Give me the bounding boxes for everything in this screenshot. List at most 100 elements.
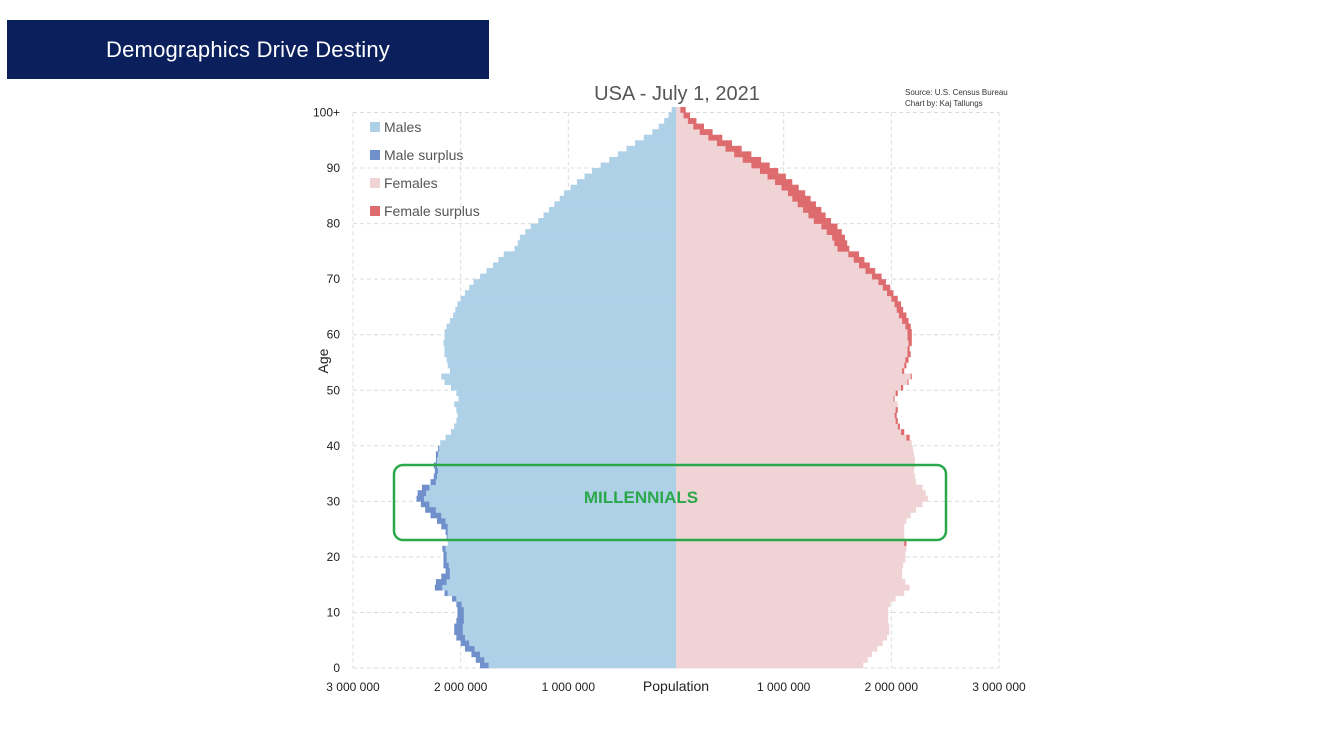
legend-swatch-females	[370, 178, 380, 188]
bar-female-49	[676, 390, 896, 397]
bar-female-34	[676, 473, 916, 480]
bar-male-surplus-33	[430, 479, 436, 485]
bar-female-surplus-67	[887, 290, 894, 297]
bar-female-24	[676, 529, 905, 535]
bar-female-surplus-44	[895, 418, 898, 424]
bar-female-3	[676, 645, 878, 652]
bar-male-9	[463, 612, 676, 619]
slide-title-banner: Demographics Drive Destiny	[7, 20, 489, 79]
bar-male-40	[440, 440, 676, 447]
bar-male-0	[488, 662, 676, 669]
axes: 3 000 000 2 000 000 1 000 000 1 000 000 2 00…	[313, 106, 1026, 695]
bar-male-18	[448, 562, 676, 569]
bar-male-27	[441, 512, 676, 519]
bar-female-surplus-53	[902, 368, 905, 374]
bar-female-surplus-71	[865, 268, 876, 274]
bar-male-22	[447, 540, 676, 547]
bar-female-42	[676, 429, 902, 435]
bar-female-83	[676, 201, 798, 208]
bar-male-55	[446, 356, 676, 363]
bar-female-surplus-63	[898, 312, 907, 319]
bar-female-surplus-54	[904, 362, 907, 369]
bar-male-46	[456, 406, 676, 413]
bar-female-23	[676, 534, 905, 541]
bar-female-surplus-75	[837, 245, 850, 252]
bar-female-90	[676, 162, 752, 169]
bar-male-85	[564, 190, 676, 197]
bar-female-38	[676, 451, 914, 458]
bar-male-41	[445, 434, 676, 441]
bar-female-94	[676, 140, 717, 147]
bar-female-54	[676, 362, 905, 369]
bar-female-surplus-99	[683, 112, 690, 119]
bar-male-97	[658, 123, 676, 130]
bar-male-surplus-37	[435, 456, 437, 463]
y-tick-5: 50	[327, 383, 341, 397]
bar-male-95	[643, 134, 676, 141]
bar-male-31	[426, 490, 676, 497]
bar-female-29	[676, 501, 923, 508]
bar-male-96	[652, 129, 676, 136]
bar-female-surplus-85	[787, 190, 806, 197]
bar-male-29	[429, 501, 676, 508]
bar-male-56	[444, 351, 676, 358]
x-tick-2: 1 000 000	[542, 680, 596, 694]
bar-female-surplus-22	[904, 540, 907, 547]
bar-male-43	[454, 423, 676, 430]
bar-female-65	[676, 301, 895, 308]
bar-male-surplus-19	[443, 556, 447, 563]
bar-male-23	[447, 534, 676, 541]
bar-female-76	[676, 240, 835, 247]
bar-female-5	[676, 634, 888, 641]
bar-female-27	[676, 512, 911, 519]
bar-male-94	[635, 140, 676, 147]
bar-female-13	[676, 590, 905, 597]
bar-male-4	[469, 640, 676, 647]
x-tick-1: 2 000 000	[434, 680, 488, 694]
bar-female-15	[676, 579, 906, 585]
y-tick-4: 40	[327, 439, 341, 453]
bar-female-25	[676, 523, 905, 530]
legend-male-surplus: Male surplus	[384, 147, 463, 163]
bar-male-surplus-1	[475, 656, 485, 663]
bar-male-60	[444, 329, 676, 335]
bar-male-surplus-18	[443, 562, 449, 569]
bar-male-surplus-7	[454, 623, 463, 630]
bar-female-surplus-62	[902, 318, 909, 324]
bar-male-6	[462, 629, 676, 635]
bar-male-39	[439, 445, 676, 452]
legend: Males Male surplus Females Female surplu…	[370, 119, 480, 219]
y-tick-2: 20	[327, 550, 341, 564]
bar-male-79	[530, 223, 676, 230]
bar-female-surplus-51	[907, 379, 909, 385]
bar-male-surplus-26	[436, 518, 446, 524]
bar-male-5	[464, 634, 676, 641]
bar-female-surplus-90	[751, 162, 770, 169]
bar-male-57	[444, 345, 676, 352]
bar-male-77	[519, 234, 676, 241]
bar-male-surplus-11	[456, 601, 462, 608]
bar-male-58	[443, 340, 676, 347]
y-tick-7: 70	[327, 272, 341, 286]
bar-female-surplus-43	[897, 423, 900, 430]
bar-female-surplus-76	[834, 240, 848, 247]
bar-female-surplus-77	[832, 234, 846, 241]
bar-female-11	[676, 601, 891, 608]
bar-male-17	[449, 568, 676, 574]
bar-female-86	[676, 184, 782, 191]
bar-female-72	[676, 262, 860, 269]
bar-female-surplus-93	[725, 145, 742, 152]
bar-female-50	[676, 384, 902, 391]
bar-female-47	[676, 401, 898, 408]
y-tick-8: 80	[327, 217, 341, 231]
bar-female-surplus-66	[891, 295, 898, 302]
bar-male-50	[450, 384, 676, 391]
bar-male-45	[457, 412, 676, 419]
bar-female-30	[676, 495, 928, 502]
legend-swatch-female-surplus	[370, 206, 380, 216]
bar-male-10	[463, 606, 676, 613]
bar-male-84	[559, 195, 676, 202]
bar-female-surplus-73	[853, 256, 865, 263]
bar-female-33	[676, 479, 917, 485]
bar-female-surplus-84	[792, 195, 811, 202]
